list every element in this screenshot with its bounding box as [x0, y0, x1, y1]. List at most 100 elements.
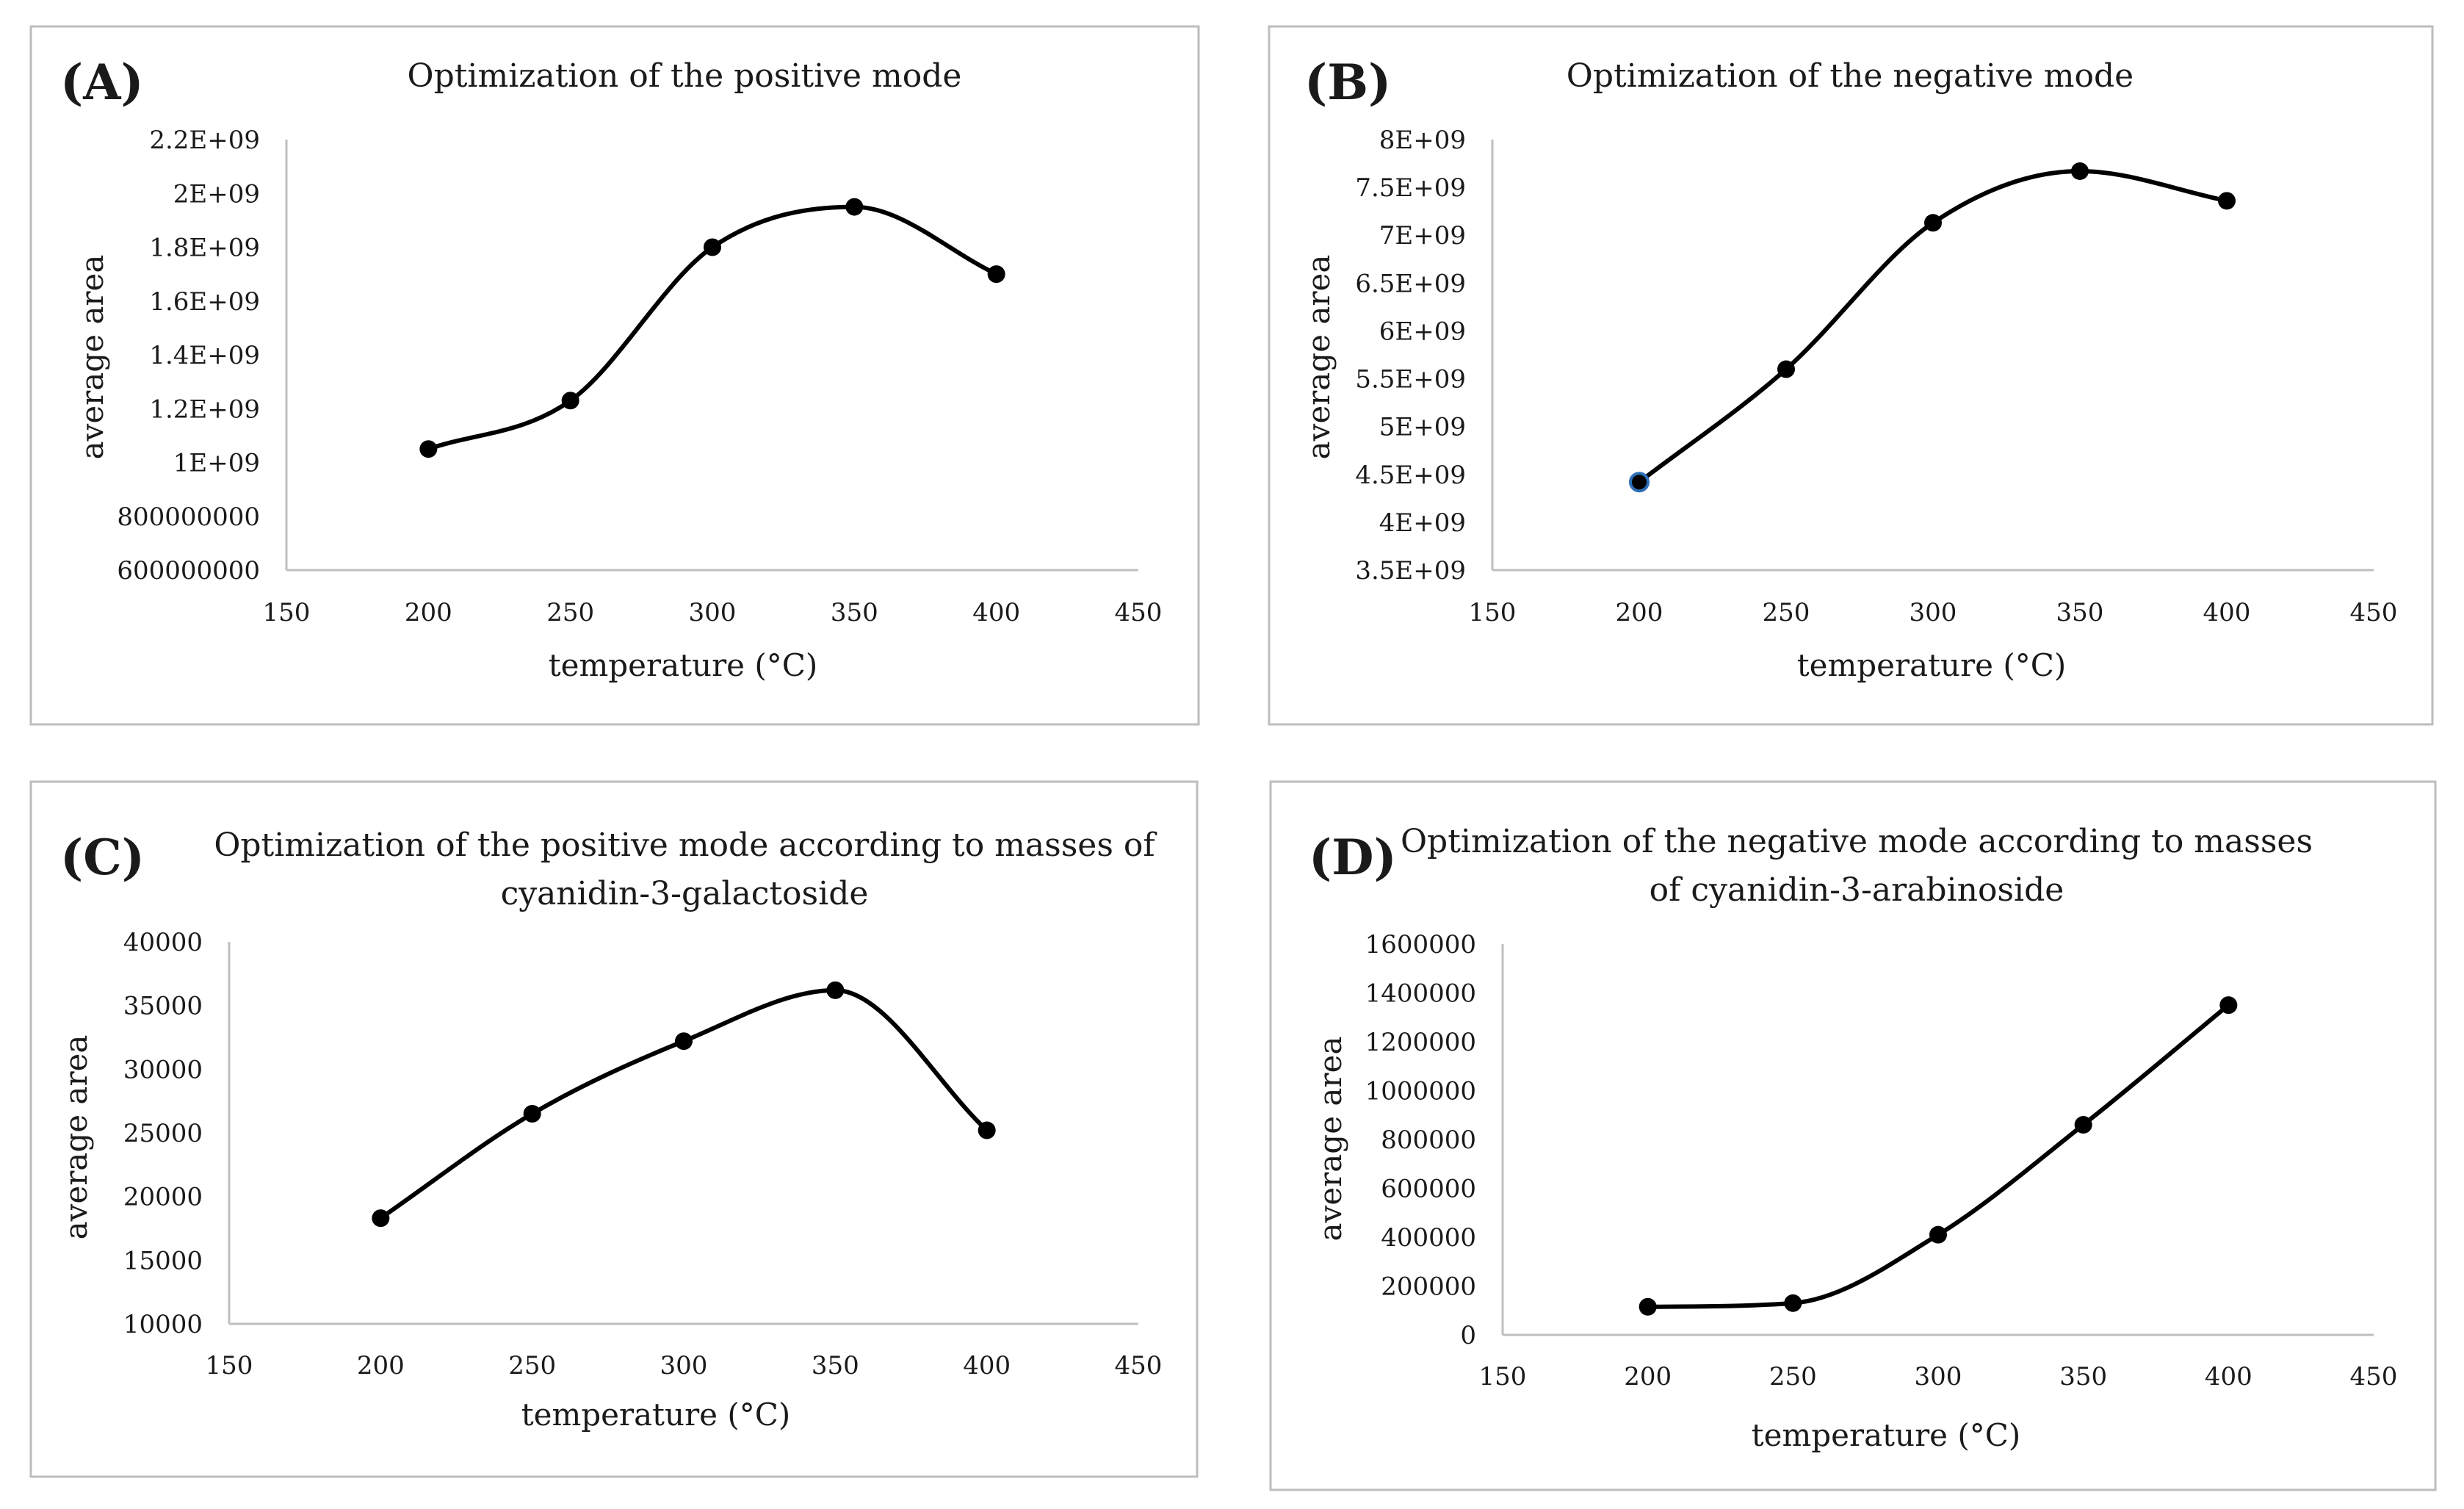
y-tick-label: 40000	[123, 928, 203, 957]
data-point	[2219, 996, 2238, 1015]
data-point	[987, 265, 1005, 284]
y-tick-label: 7E+09	[1379, 221, 1466, 251]
x-tick-label: 150	[1479, 1362, 1527, 1391]
y-tick-label: 1.2E+09	[149, 395, 260, 424]
y-axis-label: average area	[1301, 255, 1337, 460]
x-axis-label: temperature (°C)	[521, 1397, 791, 1433]
y-tick-label: 1200000	[1365, 1028, 1476, 1057]
data-point	[978, 1121, 996, 1139]
y-tick-label: 600000000	[117, 556, 260, 586]
x-tick-label: 400	[2205, 1362, 2252, 1391]
y-tick-label: 1.4E+09	[149, 341, 260, 370]
x-tick-label: 150	[263, 598, 311, 627]
chart-panel: (B) Optimization of the negative mode 3.5E…	[1268, 25, 2434, 726]
y-tick-label: 2.2E+09	[149, 126, 260, 155]
x-tick-label: 200	[1616, 598, 1663, 627]
y-axis-label: average area	[1312, 1037, 1348, 1242]
panel-frame	[1269, 780, 2437, 1491]
y-tick-label: 1400000	[1365, 979, 1476, 1009]
panel-letter: (D)	[1309, 829, 1397, 886]
data-point	[1639, 1297, 1657, 1316]
y-tick-label: 5E+09	[1379, 413, 1466, 442]
data-point	[826, 981, 845, 999]
data-point	[1777, 360, 1795, 378]
x-tick-label: 350	[812, 1351, 859, 1380]
x-tick-label: 450	[1115, 1351, 1163, 1380]
chart-title: Optimization of the positive mode	[408, 57, 962, 95]
y-tick-label: 5.5E+09	[1355, 365, 1466, 395]
x-tick-label: 400	[972, 598, 1020, 627]
y-tick-label: 1.6E+09	[149, 287, 260, 317]
y-tick-label: 400000	[1381, 1223, 1476, 1253]
y-tick-label: 15000	[123, 1246, 203, 1275]
x-tick-label: 300	[1915, 1362, 1962, 1391]
x-tick-label: 300	[1910, 598, 1957, 627]
y-tick-label: 30000	[123, 1055, 203, 1084]
y-tick-label: 25000	[123, 1119, 203, 1148]
y-tick-label: 2E+09	[173, 179, 260, 209]
panel-frame	[29, 780, 1199, 1478]
x-tick-label: 250	[1763, 598, 1810, 627]
y-tick-label: 1000000	[1365, 1077, 1476, 1106]
x-tick-label: 200	[405, 598, 452, 627]
y-tick-label: 4E+09	[1379, 508, 1466, 538]
data-point	[704, 238, 721, 256]
x-axis-label: temperature (°C)	[1797, 647, 2067, 683]
x-tick-label: 250	[508, 1351, 556, 1380]
chart-panel: (D) Optimization of the negative mode acc…	[1269, 780, 2437, 1491]
panel-frame	[1268, 25, 2434, 726]
x-tick-label: 300	[689, 598, 737, 627]
x-tick-label: 300	[660, 1351, 708, 1380]
y-tick-label: 200000	[1381, 1272, 1476, 1302]
x-tick-label: 450	[2350, 598, 2398, 627]
y-tick-label: 1.8E+09	[149, 234, 260, 263]
x-tick-label: 200	[357, 1351, 405, 1380]
data-point	[419, 440, 438, 458]
data-point	[2218, 192, 2236, 210]
y-tick-label: 800000000	[117, 503, 260, 532]
x-tick-label: 350	[2059, 1362, 2107, 1391]
y-tick-label: 10000	[123, 1310, 203, 1339]
data-point	[2071, 162, 2089, 180]
chart-title: Optimization of the negative mode accord…	[1401, 823, 2313, 860]
chart-title: Optimization of the positive mode accord…	[214, 826, 1157, 864]
x-tick-label: 250	[546, 598, 594, 627]
x-tick-label: 400	[2203, 598, 2251, 627]
x-tick-label: 450	[1115, 598, 1163, 627]
x-axis-label: temperature (°C)	[1752, 1417, 2021, 1453]
y-tick-label: 0	[1460, 1321, 1476, 1350]
x-axis-label: temperature (°C)	[549, 647, 818, 683]
y-tick-label: 20000	[123, 1183, 203, 1212]
y-axis-label: average area	[74, 255, 110, 460]
chart-subtitle: cyanidin-3-galactoside	[501, 875, 869, 912]
y-tick-label: 8E+09	[1379, 126, 1466, 155]
chart-subtitle: of cyanidin-3-arabinoside	[1650, 871, 2064, 909]
y-tick-label: 35000	[123, 992, 203, 1021]
data-point	[372, 1209, 390, 1228]
chart-title: Optimization of the negative mode	[1567, 57, 2134, 95]
panel-letter: (A)	[60, 54, 144, 111]
x-tick-label: 150	[1469, 598, 1517, 627]
y-tick-label: 800000	[1381, 1126, 1476, 1155]
data-point	[845, 198, 864, 216]
x-tick-label: 150	[206, 1351, 253, 1380]
x-tick-label: 350	[831, 598, 878, 627]
x-tick-label: 400	[963, 1351, 1011, 1380]
y-tick-label: 1E+09	[173, 449, 260, 478]
x-tick-label: 350	[2056, 598, 2104, 627]
y-tick-label: 6E+09	[1379, 317, 1466, 346]
data-point	[523, 1105, 541, 1123]
data-point	[1629, 472, 1650, 493]
y-tick-label: 600000	[1381, 1175, 1476, 1204]
x-tick-label: 200	[1624, 1362, 1672, 1391]
data-point	[2074, 1116, 2092, 1134]
chart-panel: (C) Optimization of the positive mode acc…	[29, 780, 1199, 1478]
data-point	[1924, 214, 1942, 232]
y-tick-label: 3.5E+09	[1355, 556, 1466, 586]
y-tick-label: 7.5E+09	[1355, 173, 1466, 203]
chart-panel: (A) Optimization of the positive mode 6000…	[29, 25, 1200, 726]
panel-letter: (C)	[60, 829, 145, 886]
x-tick-label: 450	[2350, 1362, 2398, 1391]
y-tick-label: 1600000	[1365, 930, 1476, 959]
